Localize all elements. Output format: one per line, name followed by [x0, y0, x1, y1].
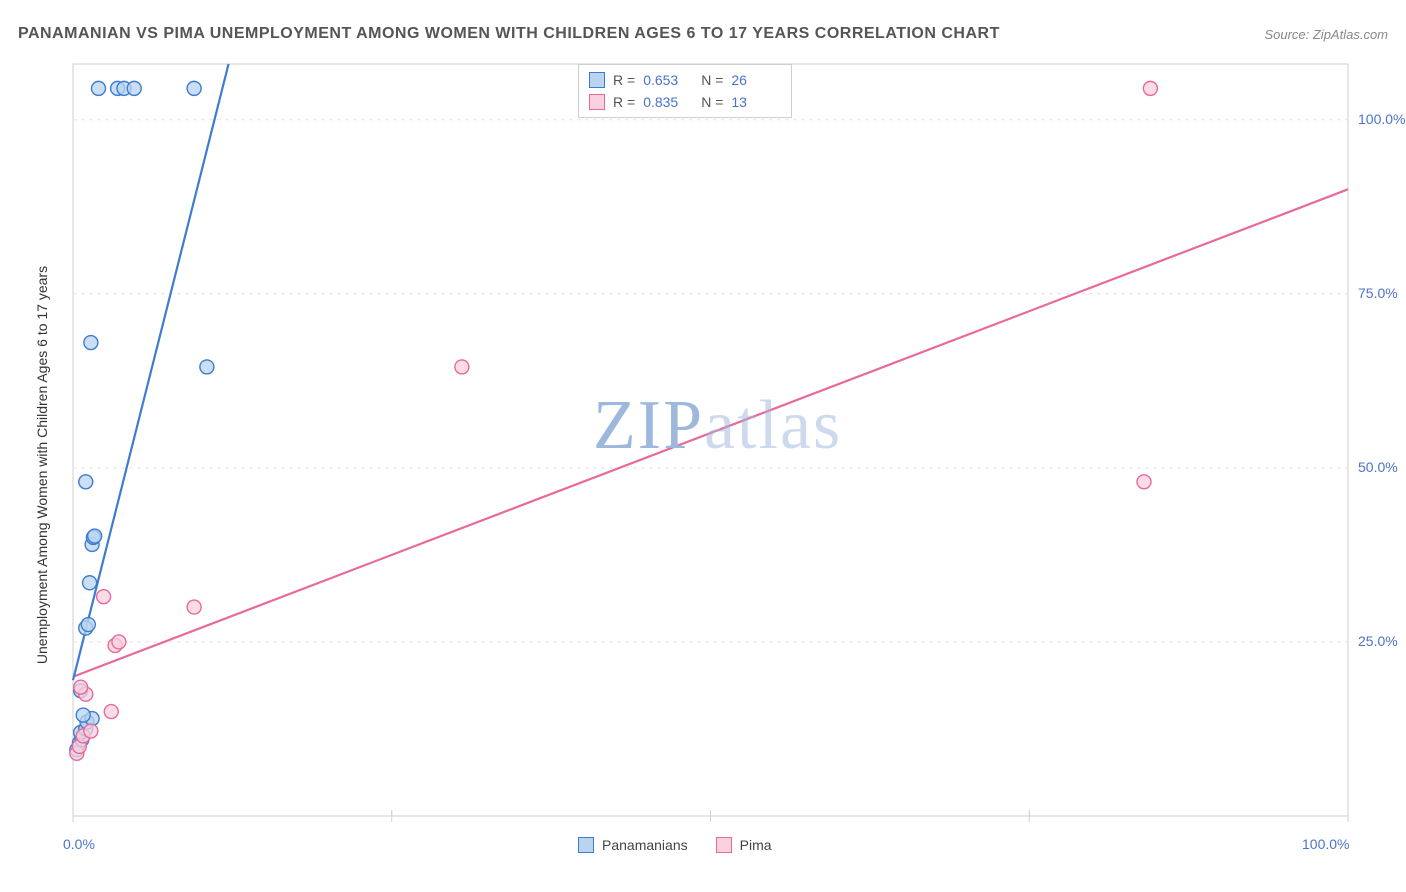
- legend-r-label: R =: [613, 72, 635, 88]
- chart-source: Source: ZipAtlas.com: [1264, 27, 1388, 42]
- legend-r-label: R =: [613, 94, 635, 110]
- legend-series-item: Pima: [716, 837, 772, 853]
- y-tick-label: 75.0%: [1358, 285, 1398, 301]
- y-axis-label: Unemployment Among Women with Children A…: [34, 266, 50, 664]
- y-tick-label: 25.0%: [1358, 633, 1398, 649]
- legend-correlation-row: R = 0.835 N = 13: [589, 91, 781, 113]
- chart-area: Unemployment Among Women with Children A…: [18, 56, 1388, 874]
- legend-series-item: Panamanians: [578, 837, 688, 853]
- legend-series-name: Panamanians: [602, 837, 688, 853]
- correlation-legend: R = 0.653 N = 26 R = 0.835 N = 13: [578, 64, 792, 118]
- legend-swatch: [578, 837, 594, 853]
- series-legend: Panamanians Pima: [578, 837, 772, 853]
- legend-swatch: [589, 94, 605, 110]
- x-tick-label: 0.0%: [63, 836, 95, 852]
- chart-title: PANAMANIAN VS PIMA UNEMPLOYMENT AMONG WO…: [18, 25, 1000, 43]
- legend-correlation-row: R = 0.653 N = 26: [589, 69, 781, 91]
- legend-n-label: N =: [701, 72, 723, 88]
- legend-r-value: 0.653: [643, 72, 693, 88]
- legend-n-value: 26: [731, 72, 781, 88]
- legend-n-value: 13: [731, 94, 781, 110]
- scatter-plot-svg: [18, 56, 1388, 874]
- legend-swatch: [589, 72, 605, 88]
- y-tick-label: 50.0%: [1358, 459, 1398, 475]
- chart-header: PANAMANIAN VS PIMA UNEMPLOYMENT AMONG WO…: [18, 20, 1388, 48]
- legend-n-label: N =: [701, 94, 723, 110]
- legend-r-value: 0.835: [643, 94, 693, 110]
- x-tick-label: 100.0%: [1302, 836, 1349, 852]
- y-tick-label: 100.0%: [1358, 111, 1405, 127]
- legend-series-name: Pima: [740, 837, 772, 853]
- legend-swatch: [716, 837, 732, 853]
